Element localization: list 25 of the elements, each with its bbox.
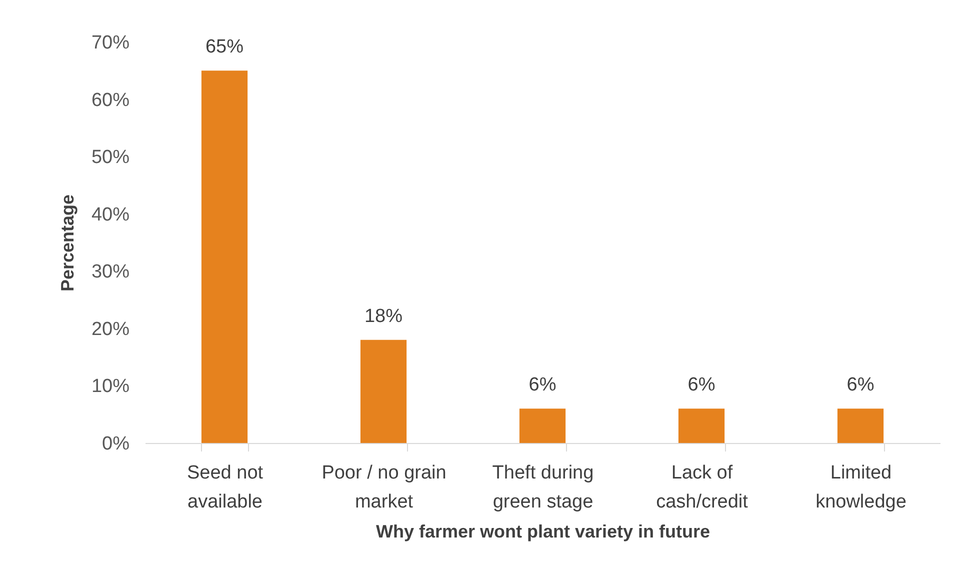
y-tick-label: 40% <box>91 204 130 226</box>
data-label: 65% <box>205 36 244 58</box>
x-tick-label: Lack of cash/credit <box>656 462 749 512</box>
y-tick-label: 70% <box>91 32 130 54</box>
bar <box>837 408 884 443</box>
x-tick-label: Seed not available <box>186 462 264 512</box>
bar <box>519 408 566 443</box>
data-label: 6% <box>846 374 874 396</box>
y-axis-title: Percentage <box>57 194 78 292</box>
bar <box>360 340 407 443</box>
data-label: 6% <box>688 374 716 396</box>
data-label: 18% <box>364 306 403 327</box>
x-tick-label: Poor / no grain market <box>322 462 446 512</box>
x-axis-title: Why farmer wont plant variety in future <box>376 522 710 542</box>
bar <box>678 408 725 443</box>
y-tick-label: 20% <box>91 318 130 340</box>
bar <box>201 70 248 443</box>
data-label: 6% <box>528 374 556 396</box>
x-tick-label: Limited knowledge <box>816 462 906 512</box>
y-tick-label: 30% <box>91 262 130 283</box>
y-tick-label: 10% <box>91 376 130 398</box>
y-tick-label: 50% <box>91 147 130 168</box>
x-tick-label: Theft during green stage <box>492 462 594 512</box>
y-tick-label: 60% <box>91 90 130 111</box>
y-tick-label: 0% <box>102 434 130 454</box>
